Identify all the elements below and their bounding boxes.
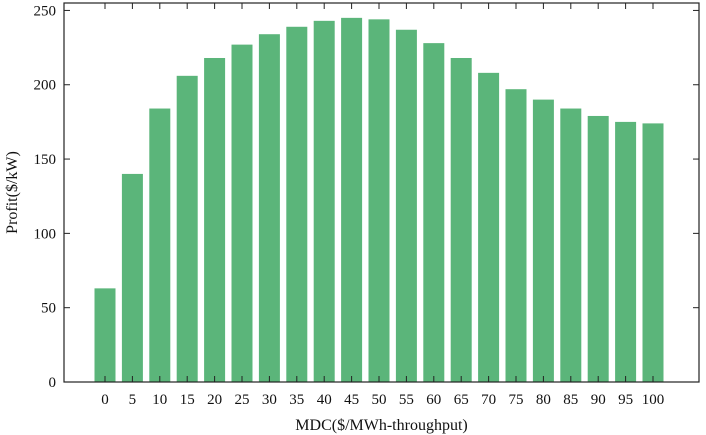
bar-65	[450, 57, 472, 383]
x-tick-label: 5	[129, 392, 137, 408]
x-tick-label: 40	[317, 392, 332, 408]
y-tick-label: 200	[34, 78, 57, 94]
x-tick-label: 30	[262, 392, 277, 408]
bar-55	[395, 29, 417, 382]
bars-layer	[94, 17, 664, 383]
bar-80	[532, 99, 554, 383]
bar-100	[642, 123, 664, 382]
axes-layer: 0 50 100 150 200 250 0 5 10 15 20 25 30 35 40 45 50 55 60 6…	[34, 2, 700, 408]
x-tick-label: 70	[481, 392, 496, 408]
x-tick-label: 75	[509, 392, 524, 408]
bar-50	[368, 19, 390, 382]
x-tick-label: 50	[372, 392, 387, 408]
x-tick-label: 45	[344, 392, 359, 408]
bar-0	[94, 288, 116, 382]
bar-25	[231, 44, 253, 383]
x-tick-label: 0	[101, 392, 109, 408]
x-tick-label: 55	[399, 392, 414, 408]
x-axis-label: MDC($/MWh-throughput)	[295, 417, 467, 434]
y-tick-label: 150	[34, 152, 57, 168]
bar-35	[286, 26, 308, 383]
y-axis-label: Profit($/kW)	[4, 151, 21, 234]
x-tick-label: 95	[618, 392, 633, 408]
x-tick-label: 80	[536, 392, 551, 408]
x-tick-label: 10	[152, 392, 167, 408]
x-tick-label: 25	[235, 392, 250, 408]
labels-layer: MDC($/MWh-throughput) Profit($/kW)	[4, 151, 468, 434]
y-tick-label: 100	[34, 226, 57, 242]
bar-70	[478, 72, 500, 382]
bar-15	[176, 75, 198, 382]
x-tick-label: 90	[591, 392, 606, 408]
bar-60	[423, 43, 445, 382]
bar-75	[505, 89, 527, 382]
bar-95	[615, 121, 637, 383]
bar-45	[341, 17, 363, 383]
x-tick-label: 65	[454, 392, 469, 408]
y-tick-label: 50	[41, 301, 56, 317]
bar-90	[587, 115, 609, 383]
x-tick-label: 20	[207, 392, 222, 408]
y-tick-label: 0	[49, 375, 57, 391]
x-tick-label: 60	[426, 392, 441, 408]
bar-40	[313, 20, 335, 383]
bar-30	[258, 34, 280, 383]
x-tick-label: 35	[289, 392, 304, 408]
bar-85	[560, 108, 582, 382]
x-tick-label: 100	[642, 392, 665, 408]
bar-5	[121, 173, 143, 382]
bar-20	[204, 57, 226, 383]
plot-frame	[63, 2, 700, 383]
y-tick-label: 250	[34, 3, 57, 19]
x-tick-label: 85	[563, 392, 578, 408]
x-tick-label: 15	[180, 392, 195, 408]
bar-10	[149, 108, 171, 382]
